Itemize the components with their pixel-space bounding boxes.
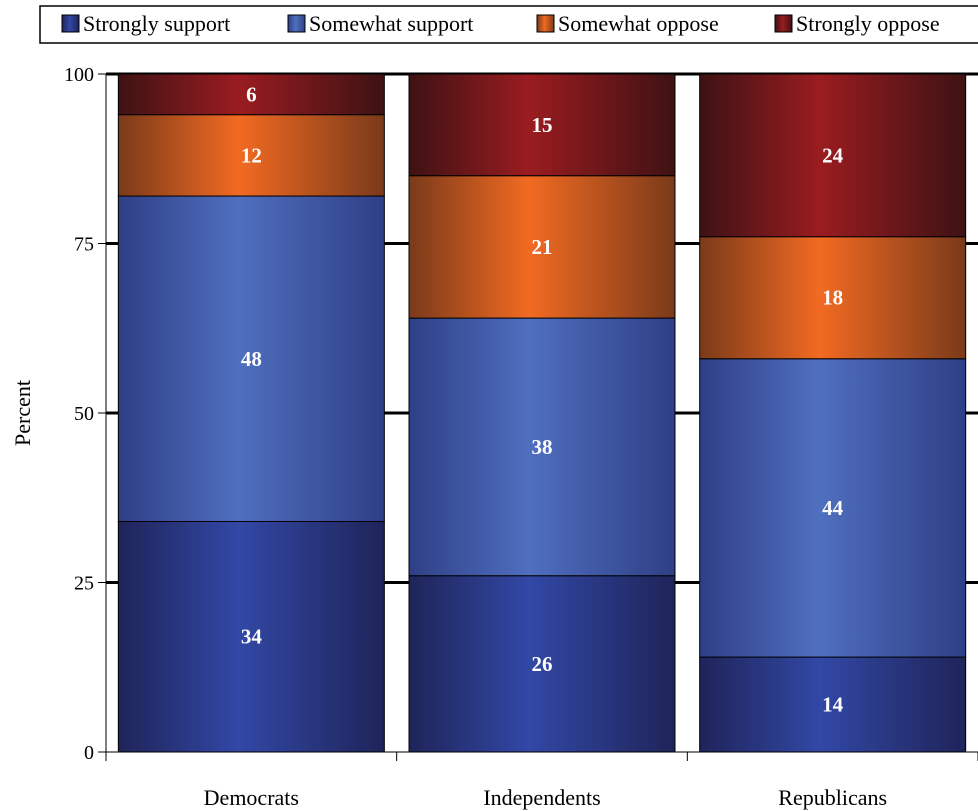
legend-swatch-somewhat-oppose bbox=[536, 14, 555, 33]
bar-segment bbox=[117, 520, 385, 753]
bar-segment bbox=[117, 114, 385, 197]
axes: 0 25 50 75 100 Democrats Independents Republica… bbox=[64, 64, 978, 810]
y-tick-label: 100 bbox=[64, 64, 94, 86]
y-tick-label: 50 bbox=[74, 403, 94, 425]
bar-segment bbox=[408, 317, 676, 577]
y-axis-title: Percent bbox=[10, 380, 35, 446]
bars bbox=[117, 73, 967, 753]
y-tick-label: 0 bbox=[84, 742, 94, 764]
data-label: 6 bbox=[246, 82, 257, 106]
data-label: 48 bbox=[241, 347, 262, 371]
legend-label-somewhat-oppose: Somewhat oppose bbox=[558, 11, 719, 36]
data-label: 38 bbox=[532, 435, 553, 459]
legend: Strongly support Somewhat support Somewh… bbox=[39, 5, 978, 44]
legend-label-somewhat-support: Somewhat support bbox=[309, 11, 473, 36]
x-category-label: Independents bbox=[483, 785, 600, 810]
bar-segment bbox=[699, 73, 967, 238]
legend-label-strongly-oppose: Strongly oppose bbox=[796, 11, 940, 36]
bar-segment bbox=[117, 73, 385, 116]
data-label: 26 bbox=[532, 652, 553, 676]
data-label: 14 bbox=[822, 693, 844, 717]
y-tick-label: 75 bbox=[74, 234, 94, 256]
bar-segment bbox=[699, 358, 967, 658]
legend-swatch-somewhat-support bbox=[287, 14, 306, 33]
labels: 34 48 12 6 26 38 21 15 14 44 18 24 bbox=[241, 82, 844, 716]
legend-swatch-strongly-oppose bbox=[774, 14, 793, 33]
legend-label-strongly-support: Strongly support bbox=[83, 11, 230, 36]
data-label: 12 bbox=[241, 143, 262, 167]
data-label: 34 bbox=[241, 625, 263, 649]
data-label: 24 bbox=[822, 143, 844, 167]
data-label: 18 bbox=[822, 286, 843, 310]
bar-segment bbox=[699, 236, 967, 360]
y-tick-label: 25 bbox=[74, 573, 94, 595]
legend-swatch-strongly-support bbox=[61, 14, 80, 33]
legend-box bbox=[39, 5, 978, 44]
data-label: 15 bbox=[532, 113, 553, 137]
bar-segment bbox=[408, 73, 676, 177]
data-label: 21 bbox=[532, 235, 553, 259]
bar-segment bbox=[117, 195, 385, 522]
x-category-label: Republicans bbox=[778, 785, 887, 810]
data-label: 44 bbox=[822, 496, 844, 520]
bar-segment bbox=[408, 575, 676, 753]
x-category-label: Democrats bbox=[204, 785, 299, 810]
